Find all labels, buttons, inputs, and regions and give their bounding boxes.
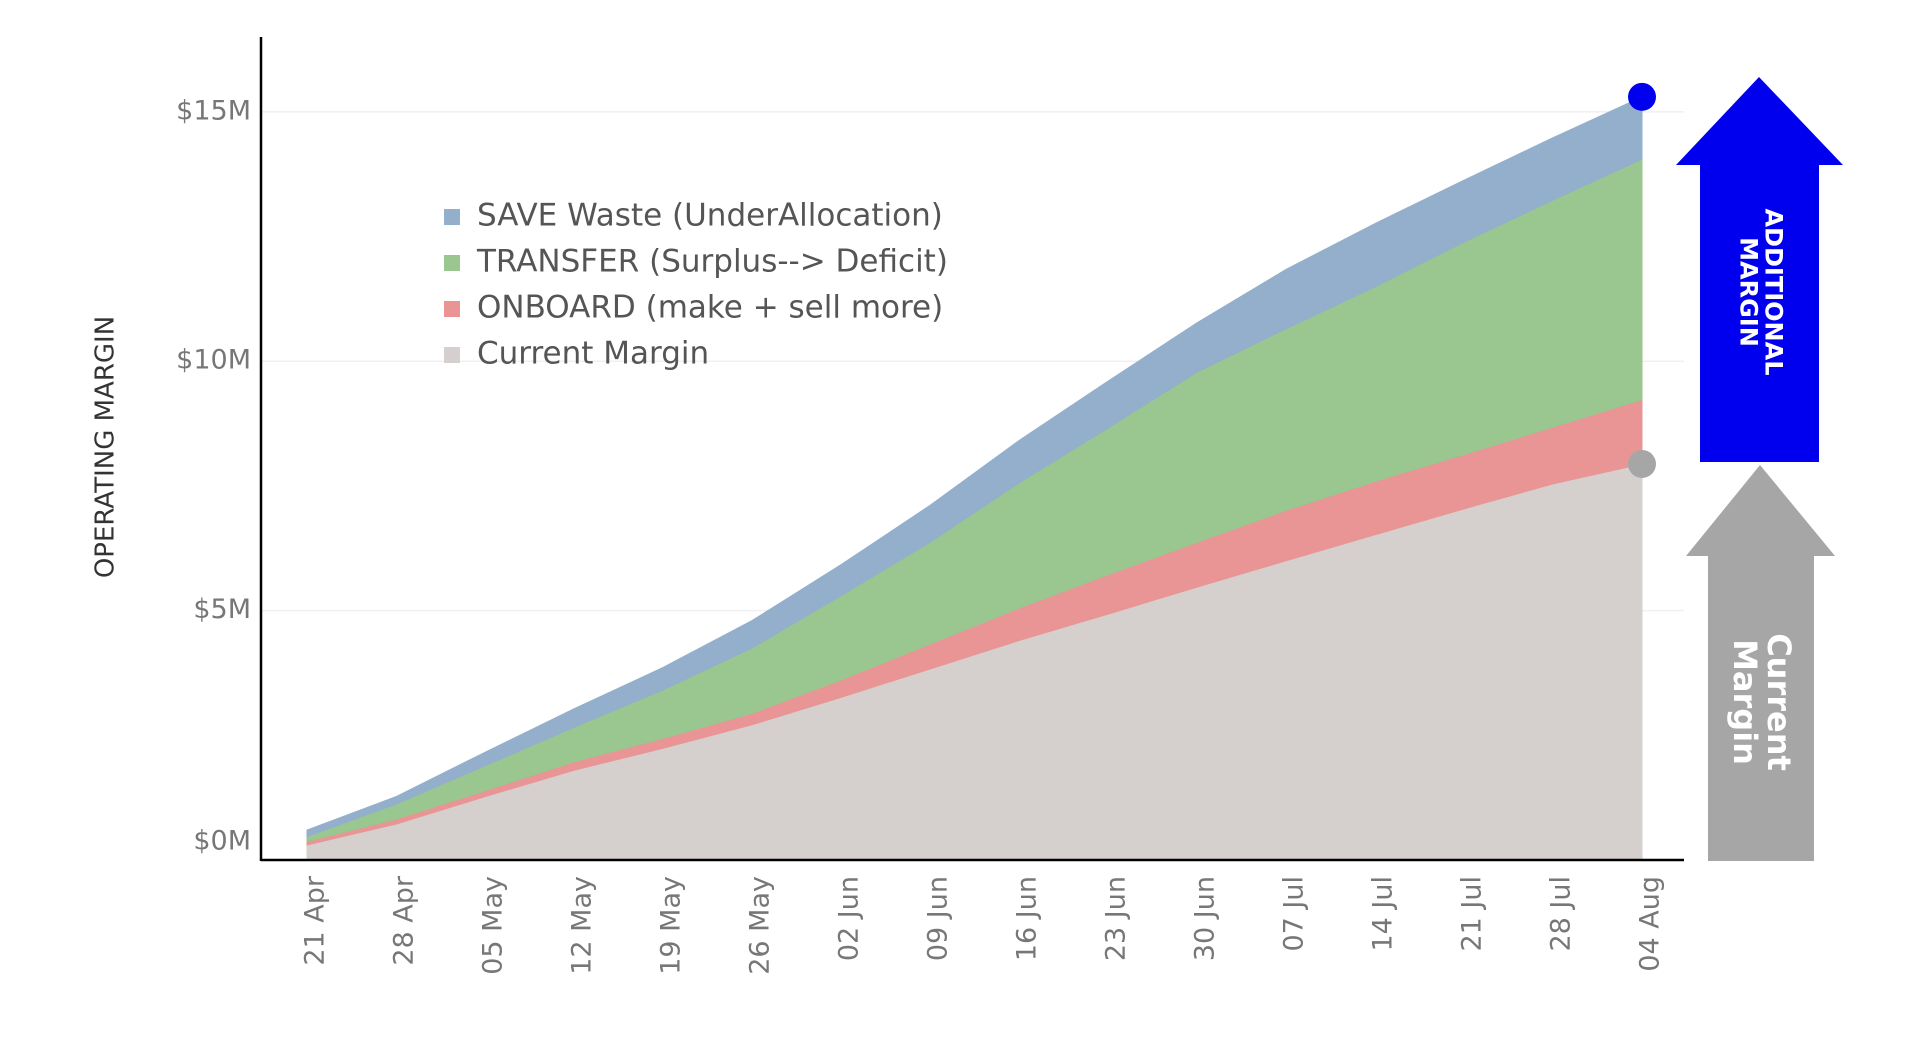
arrow-label-line: MARGIN xyxy=(1734,237,1762,347)
x-tick-label: 05 May xyxy=(478,876,509,975)
legend-label: ONBOARD (make + sell more) xyxy=(477,290,943,326)
current-arrow xyxy=(1686,465,1835,861)
x-tick-label: 02 Jun xyxy=(834,876,865,961)
x-tick-label: 21 Jul xyxy=(1457,876,1488,952)
x-tick-label: 12 May xyxy=(567,876,598,975)
y-tick-label: $10M xyxy=(176,345,251,376)
additional-arrow xyxy=(1676,77,1843,462)
x-tick-label: 14 Jul xyxy=(1368,876,1399,952)
x-tick-label: 16 Jun xyxy=(1012,876,1043,961)
y-tick-label: $0M xyxy=(193,826,251,857)
legend-label: TRANSFER (Surplus--> Deficit) xyxy=(476,244,948,280)
arrow-label-line: Margin xyxy=(1726,639,1764,765)
legend-label: Current Margin xyxy=(477,336,709,372)
y-axis-title: OPERATING MARGIN xyxy=(91,316,121,578)
x-tick-label: 28 Jul xyxy=(1546,876,1577,952)
x-tick-label: 28 Apr xyxy=(389,875,420,966)
total-dot xyxy=(1628,82,1656,111)
legend-swatch xyxy=(444,255,460,271)
y-tick-label: $5M xyxy=(193,594,251,625)
arrow-label-line: ADDITIONAL xyxy=(1760,208,1788,375)
x-tick-label: 04 Aug xyxy=(1635,876,1666,972)
area xyxy=(306,96,1643,838)
x-tick-label: 23 Jun xyxy=(1101,876,1132,961)
x-tick-label: 09 Jun xyxy=(923,876,954,961)
legend-label: SAVE Waste (UnderAllocation) xyxy=(477,198,943,234)
x-tick-label: 19 May xyxy=(656,876,687,975)
x-tick-label: 30 Jun xyxy=(1190,876,1221,961)
current-dot xyxy=(1628,449,1656,478)
y-tick-label: $15M xyxy=(176,95,251,126)
x-tick-label: 07 Jul xyxy=(1279,876,1310,952)
legend-swatch xyxy=(444,209,460,225)
x-tick-label: 26 May xyxy=(745,876,776,975)
legend-swatch xyxy=(444,347,460,363)
x-tick-label: 21 Apr xyxy=(300,875,331,966)
arrow-label-line: Current xyxy=(1760,633,1798,771)
legend-swatch xyxy=(444,301,460,317)
